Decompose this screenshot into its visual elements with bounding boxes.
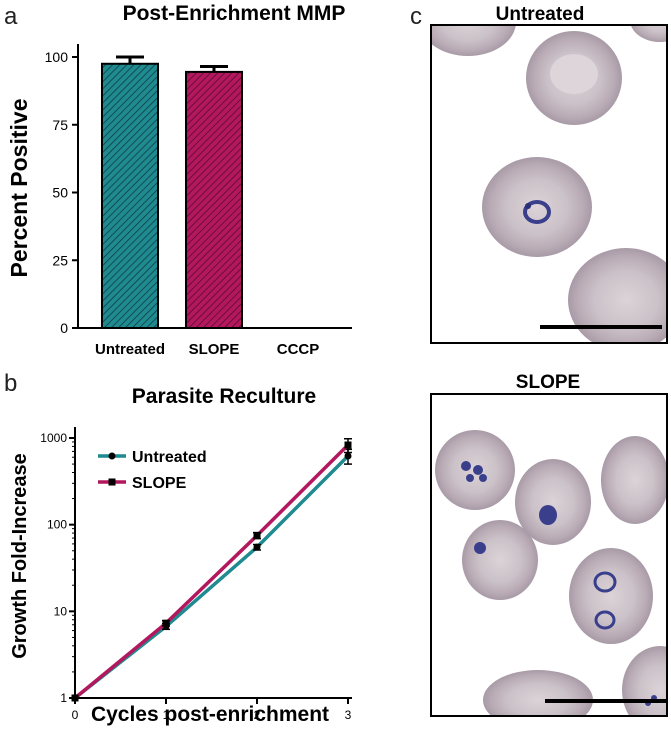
y-tick-label: 50	[52, 185, 68, 201]
bar-chart: Post-Enrichment MMP Percent Positive 0 25…	[6, 2, 352, 358]
series-line-slope	[73, 443, 350, 700]
x-tick-label: CCCP	[277, 341, 320, 358]
panel-label-b: b	[4, 370, 17, 397]
micrograph-slope	[430, 393, 668, 717]
x-tick-label: 0	[72, 708, 79, 722]
x-tick-label: 2	[254, 708, 261, 722]
data-point-untreated	[253, 543, 261, 551]
x-tick-label: Untreated	[95, 341, 165, 358]
legend-label-untreated: Untreated	[132, 449, 207, 466]
bar-slope	[185, 70, 243, 329]
chart-a-ylabel: Percent Positive	[6, 99, 32, 278]
x-tick-label: 3	[345, 708, 352, 722]
panel-label-a: a	[4, 3, 18, 30]
micrograph-slope-title: SLOPE	[516, 372, 580, 393]
data-point-slope	[344, 441, 352, 449]
data-point-untreated	[344, 452, 352, 460]
x-tick-label: 1	[163, 708, 170, 722]
legend-marker	[108, 452, 116, 460]
y-tick-label: 100	[45, 49, 69, 65]
y-tick-label: 10	[54, 604, 68, 618]
y-tick-label: 100	[47, 518, 67, 532]
legend-label-slope: SLOPE	[132, 475, 187, 492]
x-tick-label: SLOPE	[189, 341, 240, 358]
chart-b-title: Parasite Reculture	[132, 385, 316, 408]
legend-marker	[108, 478, 116, 486]
data-point-slope	[162, 619, 170, 627]
chart-a-title: Post-Enrichment MMP	[123, 2, 346, 25]
data-point-slope	[71, 694, 79, 702]
chart-b-xlabel: Cycles post-enrichment	[91, 703, 329, 726]
bar-untreated	[101, 62, 159, 330]
data-point-slope	[253, 531, 261, 539]
chart-b-ylabel: Growth Fold-Increase	[9, 453, 31, 659]
y-tick-label: 1	[60, 691, 67, 705]
y-tick-label: 1000	[40, 431, 67, 445]
y-tick-label: 0	[60, 320, 68, 336]
y-tick-label: 75	[52, 117, 68, 133]
y-tick-label: 25	[52, 252, 68, 268]
micrograph-untreated-title: Untreated	[496, 4, 585, 25]
panel-label-c: c	[410, 3, 422, 30]
micrograph-untreated	[430, 24, 668, 344]
line-chart: Parasite Reculture Growth Fold-Increase …	[9, 385, 352, 726]
